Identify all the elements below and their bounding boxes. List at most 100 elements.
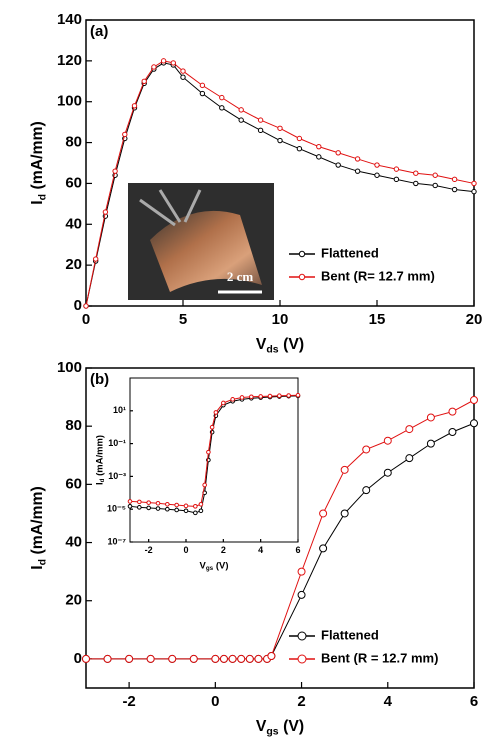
y-tick-label: 140 [57,11,82,28]
plot-frame [129,377,299,543]
data-point [254,654,263,663]
y-tick-label: 10⁻³ [108,471,126,481]
data-point [228,654,237,663]
data-point [383,436,392,445]
axis-label-unit: (V) [283,336,304,353]
data-point [319,509,328,518]
data-point [238,107,244,113]
data-point [160,58,167,64]
x-tick-label: 0 [82,311,90,328]
data-point [127,504,133,509]
x-tick-label: 0 [183,545,188,555]
y-tick-label: 20 [65,256,82,273]
data-point [297,590,306,599]
data-point [82,654,90,663]
x-tick-label: 2 [297,693,305,710]
data-point [335,162,341,168]
axis-label-symbol: V [256,336,267,353]
data-point [199,82,206,89]
data-point [249,394,254,400]
data-point [295,392,301,398]
data-point [451,176,458,183]
data-point [340,509,349,518]
data-point [183,503,189,509]
data-point [471,180,477,187]
legend-marker [298,273,306,281]
data-point [193,510,198,516]
legend-label: Flattened [321,245,379,260]
data-point [198,501,204,507]
data-point [405,454,414,463]
y-tick-label: 60 [65,174,82,191]
axis-label-subscript: gs [266,725,278,737]
data-point [413,180,419,187]
data-point [451,186,458,193]
x-tick-label: 4 [258,545,263,555]
data-point [297,567,306,576]
data-point [193,504,198,509]
axis-label: Vds (V) [256,336,304,355]
y-tick-label: 20 [65,592,82,609]
data-point [319,544,328,553]
data-point [277,125,283,131]
data-point [151,64,157,70]
axis-label-unit: (mA/mm) [29,121,46,189]
data-point [183,508,189,514]
y-tick-label: 0 [74,650,82,667]
data-point [230,397,235,402]
x-tick-label: -2 [122,693,135,710]
data-point [383,468,392,477]
data-point [221,400,226,406]
data-point [267,393,273,399]
legend-marker [298,250,306,258]
data-point [413,170,419,176]
axis-label: Id (mA/mm) [94,435,106,485]
axis-label-symbol: I [94,482,105,485]
series-line [129,395,299,514]
legend-marker [297,654,307,664]
data-point [362,445,371,454]
axis-label-unit: (V) [283,718,304,735]
data-point [209,424,215,430]
data-point [286,393,291,398]
x-tick-label: 20 [466,311,483,328]
axis-label-subscript: d [36,559,48,565]
series-line [85,60,475,307]
photo-probes [139,189,202,227]
data-point [296,135,303,142]
data-point [257,127,264,134]
scale-label: 2 cm [227,269,254,284]
data-point [131,103,138,109]
data-point [112,168,118,174]
data-point [165,506,170,512]
x-tick-label: 4 [384,693,393,710]
axis-label: Id (mA/mm) [29,486,48,570]
data-point [470,419,478,428]
data-point [219,654,228,663]
x-tick-label: 6 [295,545,300,555]
panel-label: (a) [90,23,108,40]
data-point [93,256,99,262]
data-point [155,506,161,511]
axis-label-unit: (V) [216,560,229,571]
y-tick-label: 100 [57,93,82,110]
axis-label-subscript: gs [206,565,214,572]
data-point [316,143,322,150]
data-point [362,486,371,495]
data-point [277,137,283,144]
x-tick-label: 2 [221,545,226,555]
x-tick-label: 6 [470,693,478,710]
data-point [238,117,244,123]
data-point [170,60,177,66]
data-point [257,117,264,123]
data-point [122,131,128,138]
axis-label-symbol: I [29,200,46,204]
y-tick-label: 80 [65,417,82,434]
data-point [206,449,211,455]
x-tick-label: 10 [272,311,289,328]
data-point [102,209,109,215]
data-point [174,507,179,513]
x-tick-label: 15 [369,311,386,328]
legend-label: Bent (R = 12.7 mm) [321,650,438,665]
